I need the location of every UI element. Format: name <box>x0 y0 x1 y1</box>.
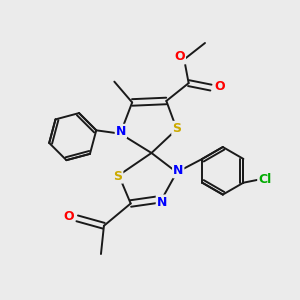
Text: O: O <box>174 50 185 64</box>
Text: S: S <box>172 122 181 135</box>
Text: N: N <box>116 125 126 138</box>
Text: N: N <box>157 196 167 208</box>
Text: S: S <box>113 170 122 183</box>
Text: Cl: Cl <box>258 173 272 186</box>
Text: O: O <box>64 210 74 224</box>
Text: N: N <box>173 164 183 177</box>
Text: O: O <box>214 80 225 93</box>
